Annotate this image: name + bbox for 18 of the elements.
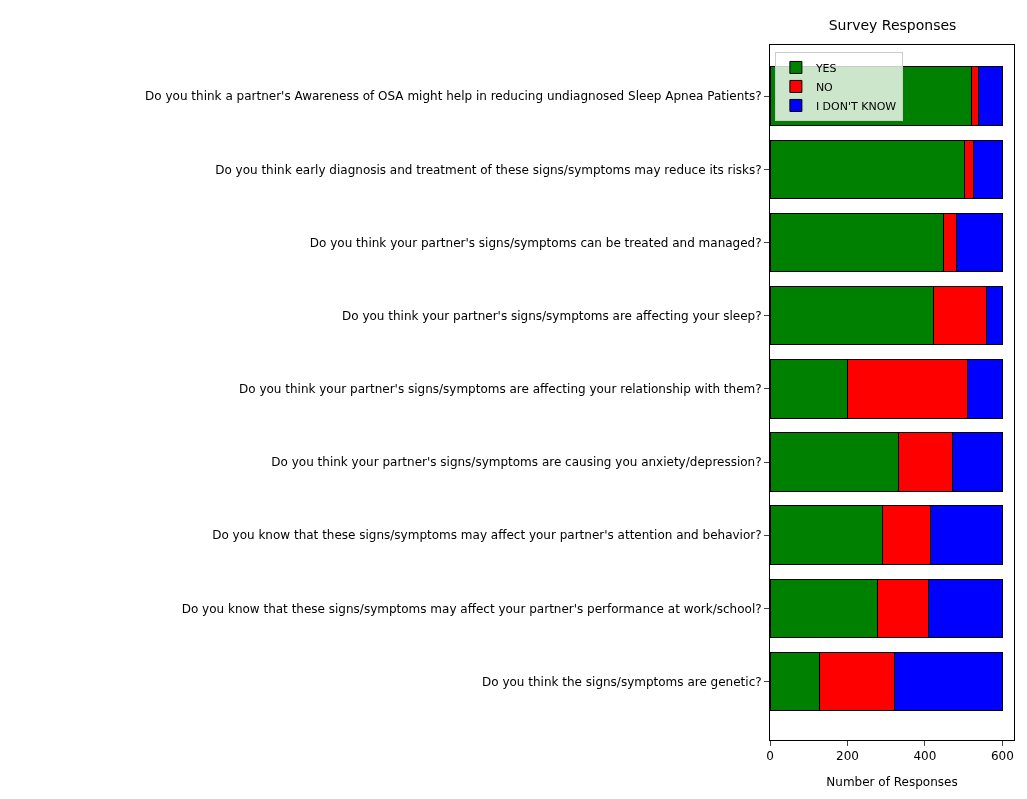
x-tick-label: 400: [913, 749, 937, 764]
y-tick-label: Do you think the signs/symptoms are genetic?: [482, 674, 762, 689]
y-tick-label: Do you know that these signs/symptoms may affect your partner's attention and behavior?: [212, 528, 762, 543]
y-tick-label: Do you think early diagnosis and treatment of these signs/symptoms may reduce its risks?: [215, 162, 762, 177]
y-tick-label: Do you think a partner's Awareness of OSA might help in reducing undiagnosed Sleep Apnea Patients?: [145, 89, 762, 104]
x-tick-label: 600: [990, 749, 1014, 764]
y-tick-label: Do you think your partner's signs/symptoms are affecting your relationship with them?: [238, 382, 762, 397]
legend-label: YES: [814, 61, 837, 75]
legend-label: NO: [815, 80, 834, 94]
y-tick-label: Do you think your partner's signs/symptoms are affecting your sleep?: [342, 308, 762, 323]
x-axis-title: Number of Responses: [826, 775, 958, 790]
y-tick-label: Do you think your partner's signs/symptoms can be treated and managed?: [309, 235, 762, 250]
legend-label: I DON'T KNOW: [815, 99, 897, 113]
y-tick-label: Do you think your partner's signs/symptoms are causing you anxiety/depression?: [271, 455, 762, 470]
chart-title: Survey Responses: [828, 16, 957, 33]
y-tick-label: Do you know that these signs/symptoms may affect your partner's performance at work/school?: [181, 601, 762, 616]
x-tick-label: 0: [766, 749, 774, 764]
x-tick-label: 200: [836, 749, 859, 764]
